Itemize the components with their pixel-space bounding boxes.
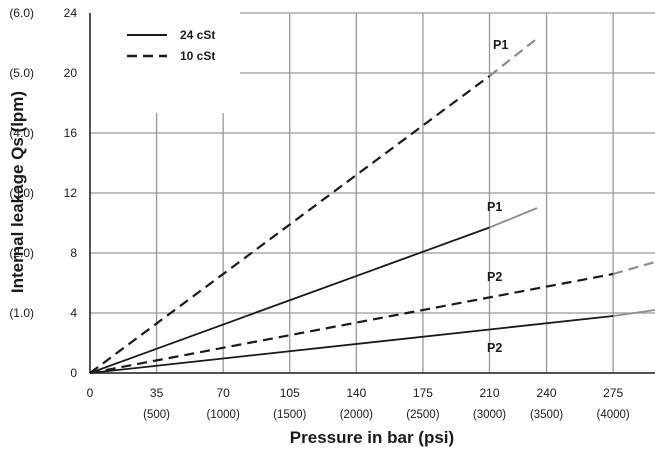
x-tick-label: 275	[603, 386, 623, 400]
series-lines	[89, 37, 655, 375]
line-label-p2: P2	[487, 270, 502, 284]
y-tick-label: 20	[64, 66, 78, 80]
series-extension-3	[613, 309, 655, 317]
x-tick-label: 240	[537, 386, 557, 400]
x-tick-sublabel: (3000)	[473, 409, 506, 421]
y-tick-alt-label: (3.0)	[9, 186, 34, 200]
x-tick-sublabel: (4000)	[597, 409, 630, 421]
series-extension-1	[488, 37, 538, 77]
legend-background	[118, 22, 236, 72]
y-tick-alt-label: (6.0)	[9, 6, 34, 20]
y-tick-label: 16	[64, 126, 78, 140]
line-label-p2: P2	[487, 341, 502, 355]
series-line-3	[89, 315, 614, 374]
legend: 24 cSt 10 cSt	[118, 22, 236, 72]
y-axis-title: Internal leakage Qs (lpm)	[8, 91, 27, 293]
line-label-p1: P1	[487, 200, 502, 214]
series-line-2	[89, 272, 614, 375]
x-tick-labels: 0 35 (500) 70 (1000) 105 (1500) 140 (2000) 175 (25…	[87, 386, 630, 421]
series-line-1	[89, 75, 491, 374]
x-axis-title: Pressure in bar (psi)	[290, 428, 454, 447]
y-tick-labels: 0 4 (1.0) 8 (2.0) 12 (3.0) 16 (4.0) 20 (5.0) 24 (6.0…	[9, 6, 77, 380]
y-tick-label: 12	[64, 186, 78, 200]
y-tick-alt-label: (5.0)	[9, 66, 34, 80]
x-tick-sublabel: (1500)	[273, 409, 306, 421]
y-tick-alt-label: (4.0)	[9, 126, 34, 140]
x-tick-label: 210	[479, 386, 499, 400]
legend-label-10cst: 10 cSt	[180, 49, 215, 63]
line-labels: P1 P1 P2 P2	[487, 38, 508, 355]
x-tick-sublabel: (2000)	[340, 409, 373, 421]
y-tick-label: 24	[64, 6, 78, 20]
y-tick-label: 8	[70, 246, 77, 260]
series-extension-0	[489, 207, 538, 229]
x-tick-label: 35	[150, 386, 164, 400]
x-tick-sublabel: (1000)	[207, 409, 240, 421]
x-tick-label: 105	[280, 386, 300, 400]
legend-label-24cst: 24 cSt	[180, 28, 215, 42]
axes	[89, 13, 655, 374]
y-tick-label: 0	[70, 366, 77, 380]
y-tick-label: 4	[70, 306, 77, 320]
x-tick-label: 0	[87, 386, 94, 400]
grid-lines	[90, 12, 655, 373]
x-tick-label: 140	[346, 386, 366, 400]
series-extension-2	[612, 260, 655, 276]
y-tick-alt-label: (1.0)	[9, 306, 34, 320]
x-tick-sublabel: (2500)	[406, 409, 439, 421]
x-tick-sublabel: (3500)	[530, 409, 563, 421]
series-line-0	[89, 226, 490, 374]
y-tick-alt-label: (2.0)	[9, 246, 34, 260]
line-label-p1: P1	[493, 38, 508, 52]
x-tick-sublabel: (500)	[143, 409, 170, 421]
x-tick-label: 175	[413, 386, 433, 400]
x-tick-label: 70	[216, 386, 230, 400]
